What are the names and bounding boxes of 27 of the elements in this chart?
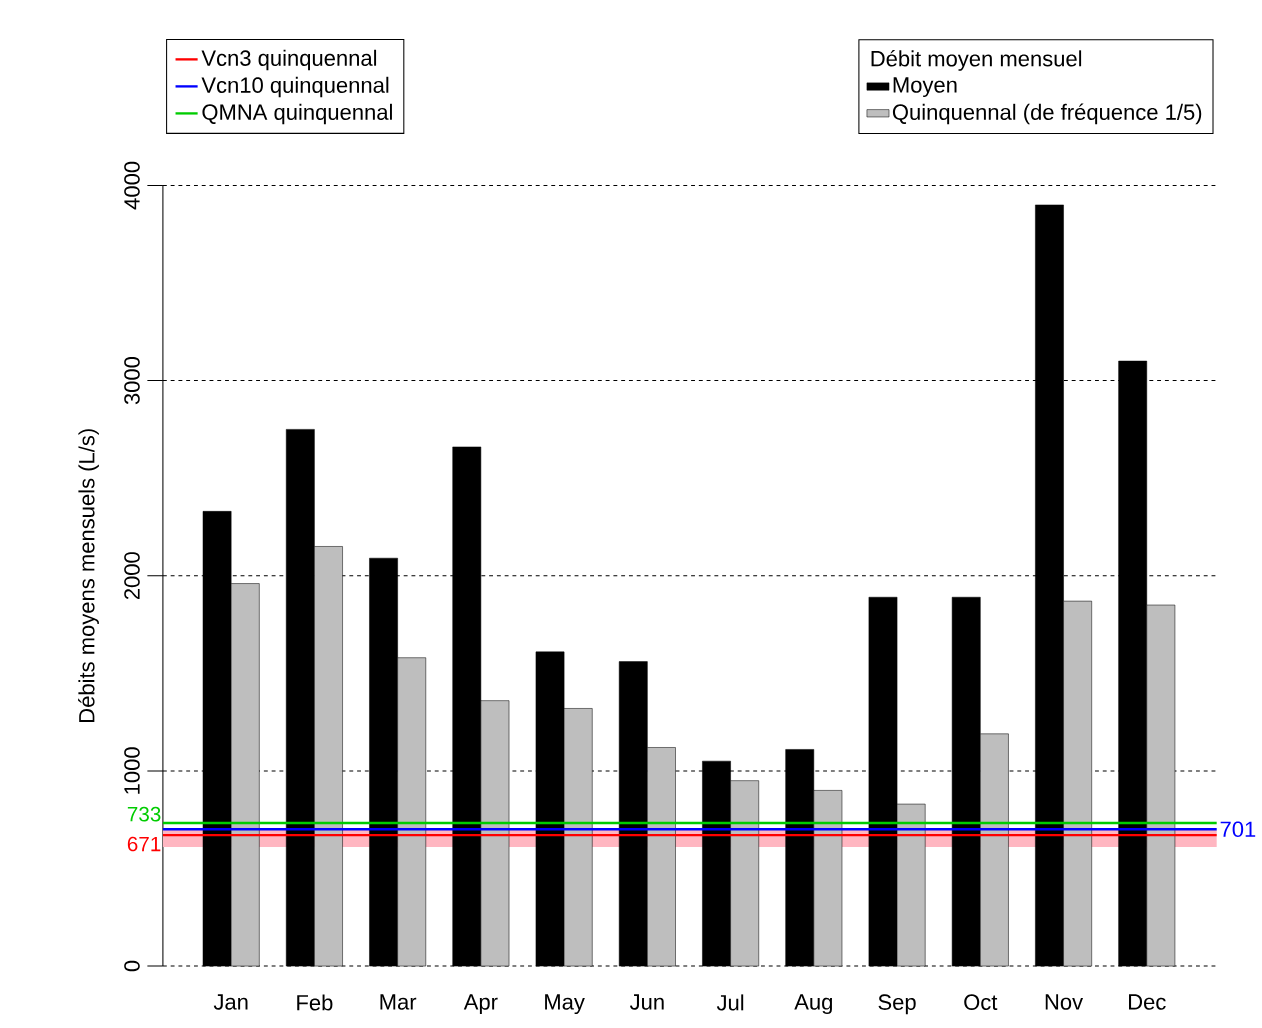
y-tick-label: 1000 bbox=[124, 747, 140, 794]
y-tick-label: 3000 bbox=[124, 356, 140, 405]
x-tick-label: Oct bbox=[964, 994, 998, 1010]
legend-label: Moyen bbox=[893, 77, 957, 97]
legend-label: Vcn10 quinquennal bbox=[201, 76, 389, 98]
x-tick-label: Dec bbox=[1129, 994, 1166, 1010]
x-tick-label: Jun bbox=[629, 994, 664, 1010]
y-tick-label: 2000 bbox=[124, 552, 140, 600]
x-tick-label: Nov bbox=[1045, 994, 1084, 1010]
text: 671 bbox=[127, 836, 161, 852]
legend-title: Débit moyen mensuel bbox=[871, 49, 1082, 71]
text: 701 bbox=[1220, 821, 1256, 837]
x-tick-label: Mar bbox=[380, 994, 417, 1010]
x-tick-label: Sep bbox=[878, 994, 916, 1015]
y-tick-label: 4000 bbox=[124, 161, 140, 210]
legend-label: QMNA quinquennal bbox=[202, 103, 392, 125]
x-tick-label: Aug bbox=[794, 994, 832, 1014]
x-tick-label: Feb bbox=[297, 994, 333, 1011]
x-tick-label: May bbox=[545, 994, 585, 1014]
text: 733 bbox=[127, 806, 161, 822]
legend-label: Vcn3 quinquennal bbox=[201, 49, 377, 71]
y-axis-title: Débits moyens mensuels (L/s) bbox=[78, 429, 99, 722]
x-tick-label: Jul bbox=[716, 994, 744, 1011]
x-tick-label: Apr bbox=[463, 994, 498, 1014]
y-tick-label: 0 bbox=[124, 960, 140, 972]
legend-label: Quinquennal (de fréquence 1/5) bbox=[892, 103, 1202, 125]
x-tick-label: Jan bbox=[213, 994, 248, 1010]
